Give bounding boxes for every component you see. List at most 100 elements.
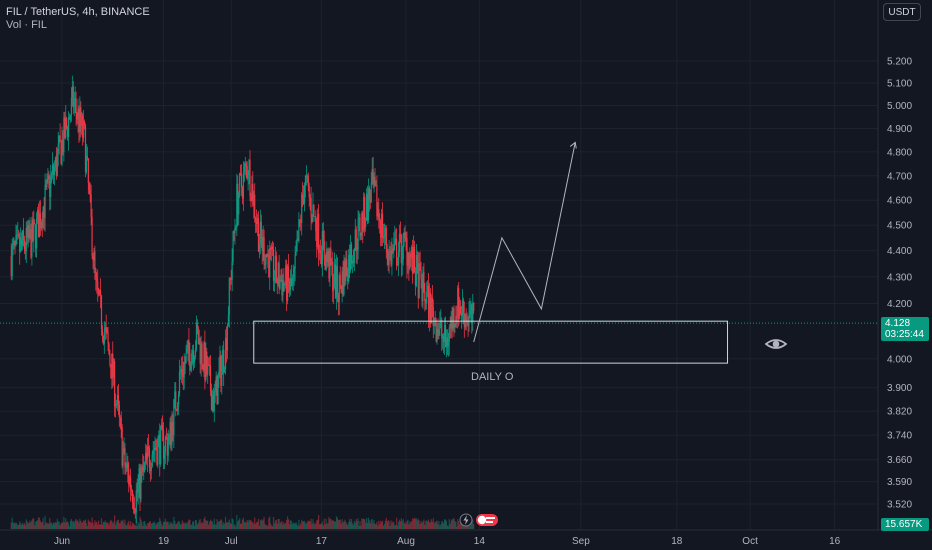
candle-body xyxy=(21,230,24,246)
volume-bar xyxy=(405,523,407,529)
volume-bar xyxy=(11,517,13,529)
volume-bar xyxy=(19,521,21,529)
volume-bar xyxy=(46,523,48,529)
volume-bar xyxy=(354,522,356,529)
volume-bar xyxy=(177,520,180,529)
time-tick-label: 17 xyxy=(316,536,328,547)
candle-body xyxy=(448,327,450,343)
candle-body xyxy=(471,304,473,323)
volume-bar xyxy=(457,519,459,529)
volume-bar xyxy=(304,523,307,529)
candle-body xyxy=(371,169,373,183)
candle-body xyxy=(465,313,467,322)
zone-label: DAILY O xyxy=(471,371,514,383)
volume-bar xyxy=(432,518,434,529)
candle-body xyxy=(253,194,255,206)
volume-bar xyxy=(386,521,388,529)
volume-bar xyxy=(271,525,273,529)
candle-body xyxy=(92,256,94,261)
candle-body xyxy=(192,350,194,354)
volume-bar xyxy=(146,525,148,529)
candle-body xyxy=(130,489,133,491)
volume-bar xyxy=(70,518,72,529)
candle-body xyxy=(36,218,38,249)
candle-body xyxy=(368,187,370,200)
candle-body xyxy=(329,248,331,279)
volume-bar xyxy=(189,520,191,529)
volume-bar xyxy=(34,525,36,529)
volume-bar xyxy=(306,521,308,529)
time-axis: Jun 19 Jul 17 Aug 14 Sep 18 Oct 16 xyxy=(0,529,932,547)
currency-button[interactable]: USDT xyxy=(883,3,921,21)
candle-body xyxy=(427,285,429,292)
candle-body xyxy=(233,231,235,234)
price-tick-label: 4.700 xyxy=(887,171,912,182)
volume-bar xyxy=(318,515,320,529)
candle-body xyxy=(292,277,294,283)
volume-bar xyxy=(321,521,323,529)
volume-bar xyxy=(388,520,390,529)
price-tick-label: 3.900 xyxy=(887,383,912,394)
volume-bar xyxy=(233,525,235,529)
volume-bar xyxy=(359,520,361,529)
lightning-icon[interactable] xyxy=(459,513,473,527)
candle-body xyxy=(237,183,239,215)
candle-body xyxy=(313,204,315,217)
candle-body xyxy=(264,264,266,266)
volume-bar xyxy=(213,518,215,529)
volume-bar xyxy=(215,524,217,529)
candle-body xyxy=(307,176,309,187)
candle-body xyxy=(15,235,17,245)
volume-bar xyxy=(287,519,290,529)
candle-body xyxy=(214,390,216,392)
candle-body xyxy=(66,118,68,127)
volume-bar xyxy=(337,519,339,529)
volume-bar xyxy=(297,525,299,529)
candle-body xyxy=(75,98,77,114)
volume-bar xyxy=(339,519,341,529)
candle-body xyxy=(374,176,376,186)
candle-body xyxy=(439,322,441,331)
volume-bar xyxy=(68,526,71,529)
symbol-title[interactable]: FIL / TetherUS, 4h, BINANCE xyxy=(6,6,150,18)
volume-indicator-label[interactable]: Vol · FIL xyxy=(6,19,47,31)
volume-bar xyxy=(26,521,28,529)
volume-bar xyxy=(460,521,463,529)
volume-bar xyxy=(409,521,411,529)
eye-icon[interactable] xyxy=(765,335,787,353)
candle-body xyxy=(293,268,295,278)
candle-body xyxy=(194,349,197,358)
candle-body xyxy=(322,231,324,241)
volume-bar xyxy=(324,524,326,529)
candle-body xyxy=(58,135,60,145)
volume-bar xyxy=(90,522,92,529)
flag-icon[interactable] xyxy=(475,513,499,527)
volume-bar xyxy=(349,518,351,529)
volume-bar xyxy=(31,520,33,529)
volume-bar xyxy=(109,521,111,529)
candle-body xyxy=(222,349,224,364)
candle-body xyxy=(324,259,326,270)
volume-bar xyxy=(140,519,142,529)
volume-bar xyxy=(198,520,200,529)
time-tick-label: 16 xyxy=(829,536,841,547)
volume-bar xyxy=(341,519,343,529)
volume-bar xyxy=(462,524,464,529)
volume-bar xyxy=(98,520,100,529)
candle-body xyxy=(83,121,85,138)
volume-bar xyxy=(429,522,432,529)
time-tick-label: Sep xyxy=(572,536,590,547)
volume-bar xyxy=(401,521,403,529)
candle-body xyxy=(390,250,392,265)
volume-bar xyxy=(38,517,41,529)
time-tick-label: Jun xyxy=(54,536,70,547)
volume-bar xyxy=(203,518,205,529)
candle-body xyxy=(268,254,270,278)
volume-bar xyxy=(276,523,278,529)
volume-bar xyxy=(292,522,294,529)
volume-bar xyxy=(312,519,314,529)
candle-body xyxy=(143,462,145,472)
candle-body xyxy=(169,422,171,435)
candle-body xyxy=(176,410,178,411)
